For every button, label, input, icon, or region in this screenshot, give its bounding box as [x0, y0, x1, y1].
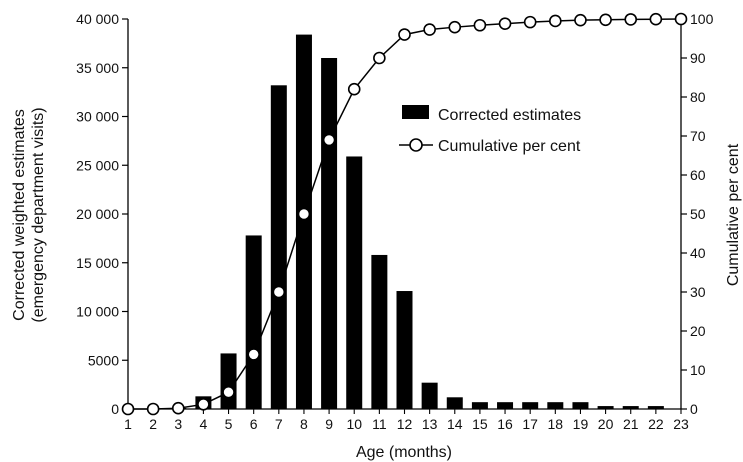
- bar: [220, 353, 237, 409]
- y-right-tick-label: 100: [690, 11, 714, 27]
- cumulative-point: [247, 348, 260, 361]
- legend-bar-swatch: [402, 105, 429, 119]
- cumulative-point: [523, 15, 537, 29]
- x-tick-label: 13: [422, 416, 438, 432]
- bar: [497, 402, 514, 409]
- x-tick-label: 8: [300, 416, 308, 432]
- cumulative-point: [423, 23, 436, 36]
- y-right-tick-label: 0: [690, 401, 698, 417]
- x-tick-label: 21: [623, 416, 639, 432]
- legend-bar-label: Corrected estimates: [438, 107, 581, 124]
- x-tick-label: 5: [225, 416, 233, 432]
- bar: [295, 34, 312, 409]
- bar: [270, 85, 287, 410]
- x-tick-label: 15: [472, 416, 488, 432]
- x-tick-label: 14: [447, 416, 463, 432]
- x-tick-label: 19: [573, 416, 589, 432]
- cumulative-point: [121, 402, 135, 416]
- y-left-tick-label: 25 000: [76, 157, 119, 173]
- cumulative-point: [473, 18, 487, 32]
- x-tick-label: 2: [149, 416, 157, 432]
- cumulative-point: [649, 12, 663, 26]
- bar: [346, 156, 363, 409]
- legend-line-label: Cumulative per cent: [438, 138, 581, 155]
- x-tick-label: 11: [372, 416, 387, 432]
- x-tick-label: 10: [346, 416, 362, 432]
- right-axis: 0 10 20 30 40 50 60 70 80 90 100: [681, 11, 714, 417]
- x-tick-label: 3: [174, 416, 182, 432]
- y-right-tick-label: 10: [690, 362, 706, 378]
- bar: [421, 382, 438, 409]
- cumulative-point: [498, 17, 512, 30]
- bar: [572, 402, 589, 409]
- y-left-tick-label: 30 000: [76, 109, 119, 125]
- bar: [597, 406, 614, 409]
- x-tick-label: 20: [598, 416, 614, 432]
- bar: [396, 291, 413, 409]
- x-tick-label: 17: [522, 416, 538, 432]
- bar: [471, 402, 488, 409]
- bar: [547, 402, 564, 409]
- x-tick-label: 1: [124, 416, 132, 432]
- cumulative-point: [171, 401, 185, 415]
- y-left-tick-label: 35 000: [76, 60, 119, 76]
- bar: [446, 397, 463, 409]
- bar: [522, 402, 539, 409]
- x-tick-label: 9: [325, 416, 333, 432]
- cumulative-point: [222, 385, 235, 399]
- cumulative-point: [624, 13, 638, 26]
- cumulative-point: [599, 13, 612, 27]
- bar: [321, 58, 338, 409]
- y-left-tick-label: 15 000: [76, 255, 119, 271]
- cumulative-point: [674, 12, 688, 26]
- bar: [622, 406, 639, 409]
- y-left-tick-label: 40 000: [76, 11, 119, 27]
- y-right-tick-label: 60: [690, 167, 706, 183]
- y-right-tick-label: 20: [690, 323, 706, 339]
- x-tick-label: 4: [200, 416, 208, 432]
- bar: [245, 235, 262, 409]
- bar-series: [170, 34, 664, 410]
- left-axis: 0 5000 10 000 15 000 20 000 25 000 30 000 35 00…: [76, 11, 128, 417]
- bar: [371, 254, 388, 409]
- y-right-tick-label: 70: [690, 128, 706, 144]
- cumulative-point: [373, 51, 386, 65]
- y-right-tick-label: 50: [690, 206, 706, 222]
- cumulative-point: [272, 285, 286, 299]
- cumulative-point: [322, 133, 336, 147]
- y-axis-left-title-line2: (emergency department visits): [30, 107, 47, 322]
- y-right-tick-label: 40: [690, 245, 706, 261]
- legend-line-marker: [409, 138, 423, 152]
- cumulative-point: [197, 398, 210, 411]
- y-left-tick-label: 10 000: [76, 304, 119, 320]
- x-tick-label: 12: [397, 416, 413, 432]
- y-left-tick-label: 5000: [88, 352, 119, 368]
- cumulative-point: [347, 82, 361, 96]
- cumulative-point: [549, 14, 562, 28]
- x-tick-label: 22: [648, 416, 664, 432]
- y-left-tick-label: 20 000: [76, 206, 119, 222]
- y-right-tick-label: 30: [690, 284, 706, 300]
- x-tick-label: 23: [673, 416, 689, 432]
- y-axis-left-title-line1: Corrected weighted estimates: [11, 109, 28, 321]
- cumulative-point: [398, 28, 411, 41]
- cumulative-point: [448, 20, 462, 34]
- x-tick-label: 18: [548, 416, 564, 432]
- bar: [647, 406, 664, 409]
- y-right-tick-label: 80: [690, 89, 706, 105]
- y-right-tick-label: 90: [690, 50, 706, 66]
- x-axis: 1 2 3 4 5 6 7 8 9 10 11 12 13 14 15 16 17 18 19 20 21 22 23: [124, 409, 689, 432]
- cumulative-point: [146, 402, 160, 416]
- x-tick-label: 16: [497, 416, 513, 432]
- x-axis-title: Age (months): [356, 444, 452, 461]
- cumulative-point: [297, 207, 311, 221]
- x-tick-label: 7: [275, 416, 283, 432]
- cumulative-point: [574, 13, 587, 27]
- x-tick-label: 6: [250, 416, 258, 432]
- legend: Corrected estimates Cumulative per cent: [399, 105, 581, 155]
- y-left-tick-label: 0: [111, 401, 119, 417]
- y-axis-right-title: Cumulative per cent: [725, 143, 742, 286]
- line-series: [121, 12, 688, 416]
